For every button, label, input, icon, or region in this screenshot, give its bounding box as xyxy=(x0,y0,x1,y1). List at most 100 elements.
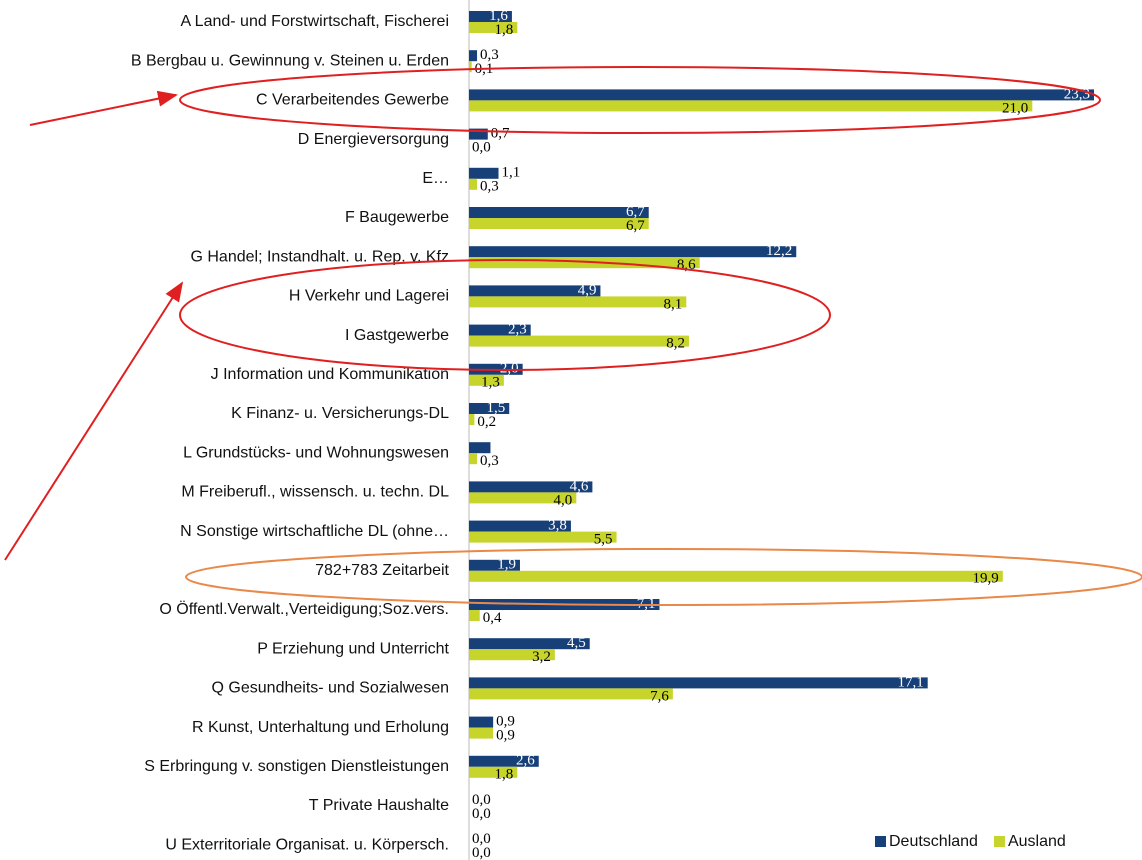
value-label: 2,0 xyxy=(500,361,519,377)
value-label: 1,5 xyxy=(486,400,505,416)
bar xyxy=(469,374,504,386)
category-label: U Exterritoriale Organisat. u. Körpersch… xyxy=(165,836,449,853)
bar xyxy=(469,638,590,650)
category-label: N Sonstige wirtschaftliche DL (ohne… xyxy=(180,523,449,540)
category-label: A Land- und Forstwirtschaft, Fischerei xyxy=(180,13,449,30)
bar xyxy=(469,22,518,33)
value-label: 0,9 xyxy=(496,714,515,730)
category-label: H Verkehr und Lagerei xyxy=(289,288,449,305)
bar xyxy=(469,178,478,190)
arrow xyxy=(29,90,178,126)
legend-swatch xyxy=(875,836,886,847)
bar xyxy=(469,207,649,218)
bar xyxy=(469,520,571,532)
value-label: 4,5 xyxy=(567,635,586,651)
bar xyxy=(469,492,577,504)
legend-label: Ausland xyxy=(1008,833,1066,850)
value-label: 19,9 xyxy=(973,571,999,587)
value-label: 0,7 xyxy=(491,126,510,142)
bar xyxy=(469,766,518,778)
bar xyxy=(469,481,593,493)
category-label: L Grundstücks- und Wohnungswesen xyxy=(183,444,449,461)
highlight-ellipse xyxy=(179,259,831,371)
bar xyxy=(469,403,510,414)
category-label: D Energieversorgung xyxy=(298,131,449,148)
value-label: 1,8 xyxy=(495,767,514,783)
value-label: 0,9 xyxy=(496,728,515,744)
value-label: 17,1 xyxy=(897,674,923,690)
value-label: 4,9 xyxy=(578,282,597,298)
value-label: 1,6 xyxy=(489,8,508,24)
value-label: 1,8 xyxy=(495,22,514,38)
category-label: Q Gesundheits- und Sozialwesen xyxy=(212,680,449,697)
value-label: 2,3 xyxy=(508,322,527,338)
bar xyxy=(469,61,472,73)
plot: A Land- und Forstwirtschaft, Fischerei 1,… xyxy=(131,8,1094,860)
value-label: 4,0 xyxy=(554,492,573,508)
bar xyxy=(469,688,673,700)
value-label: 0,0 xyxy=(472,845,491,860)
bar xyxy=(469,559,520,571)
legend-swatch xyxy=(993,836,1005,847)
bar xyxy=(469,167,499,179)
category-label: M Freiberufl., wissensch. u. techn. DL xyxy=(181,484,449,501)
bar xyxy=(469,442,491,454)
value-label: 12,2 xyxy=(766,243,792,259)
category-label: I Gastgewerbe xyxy=(345,327,449,344)
bar xyxy=(469,100,1033,112)
highlight-ellipse xyxy=(179,66,1101,134)
value-label: 0,2 xyxy=(477,414,496,430)
bar xyxy=(469,649,555,661)
value-label: 0,0 xyxy=(472,792,491,808)
bar xyxy=(469,296,687,308)
value-label: 5,5 xyxy=(594,532,613,548)
arrow xyxy=(4,281,184,561)
value-label: 1,9 xyxy=(497,557,516,573)
bar xyxy=(469,50,478,62)
bar xyxy=(469,324,531,336)
value-label: 21,0 xyxy=(1002,100,1028,116)
value-label: 7,1 xyxy=(637,596,656,612)
bar xyxy=(469,531,617,543)
highlight-ellipse xyxy=(185,548,1142,606)
category-label: T Private Haushalte xyxy=(309,797,449,814)
category-label: K Finanz- u. Versicherungs-DL xyxy=(231,405,449,422)
bar xyxy=(469,89,1094,101)
value-label: 7,6 xyxy=(650,688,669,704)
value-label: 0,3 xyxy=(480,179,499,195)
value-label: 0,3 xyxy=(480,453,499,469)
category-label: S Erbringung v. sonstigen Dienstleistung… xyxy=(144,758,449,775)
value-label: 8,1 xyxy=(664,296,683,312)
bar xyxy=(469,11,512,22)
bar xyxy=(469,218,649,229)
category-label: 782+783 Zeitarbeit xyxy=(315,562,449,579)
value-label: 4,6 xyxy=(570,478,589,494)
value-label: 0,4 xyxy=(483,610,502,626)
bar xyxy=(469,246,797,258)
category-label: C Verarbeitendes Gewerbe xyxy=(256,92,449,109)
bar xyxy=(469,677,928,689)
value-label: 0,0 xyxy=(472,831,491,847)
category-label: F Baugewerbe xyxy=(345,209,449,226)
category-label: E… xyxy=(422,170,449,187)
bar xyxy=(469,285,601,297)
value-label: 2,6 xyxy=(516,753,535,769)
bar xyxy=(469,716,494,728)
value-label: 1,1 xyxy=(502,165,521,181)
value-label: 0,0 xyxy=(472,140,491,156)
value-label: 3,8 xyxy=(548,518,567,534)
value-label: 0,3 xyxy=(480,47,499,63)
category-label: R Kunst, Unterhaltung und Erholung xyxy=(192,719,449,736)
category-label: G Handel; Instandhalt. u. Rep. v. Kfz xyxy=(190,248,449,265)
bar xyxy=(469,128,488,140)
bar xyxy=(469,755,539,767)
value-label: 6,7 xyxy=(626,218,645,234)
value-label: 3,2 xyxy=(532,649,551,665)
bar xyxy=(469,727,494,739)
bar xyxy=(469,414,475,425)
category-label: P Erziehung und Unterricht xyxy=(257,640,449,657)
bar xyxy=(469,335,689,347)
bar xyxy=(469,570,1003,582)
legend-label: Deutschland xyxy=(889,833,978,850)
